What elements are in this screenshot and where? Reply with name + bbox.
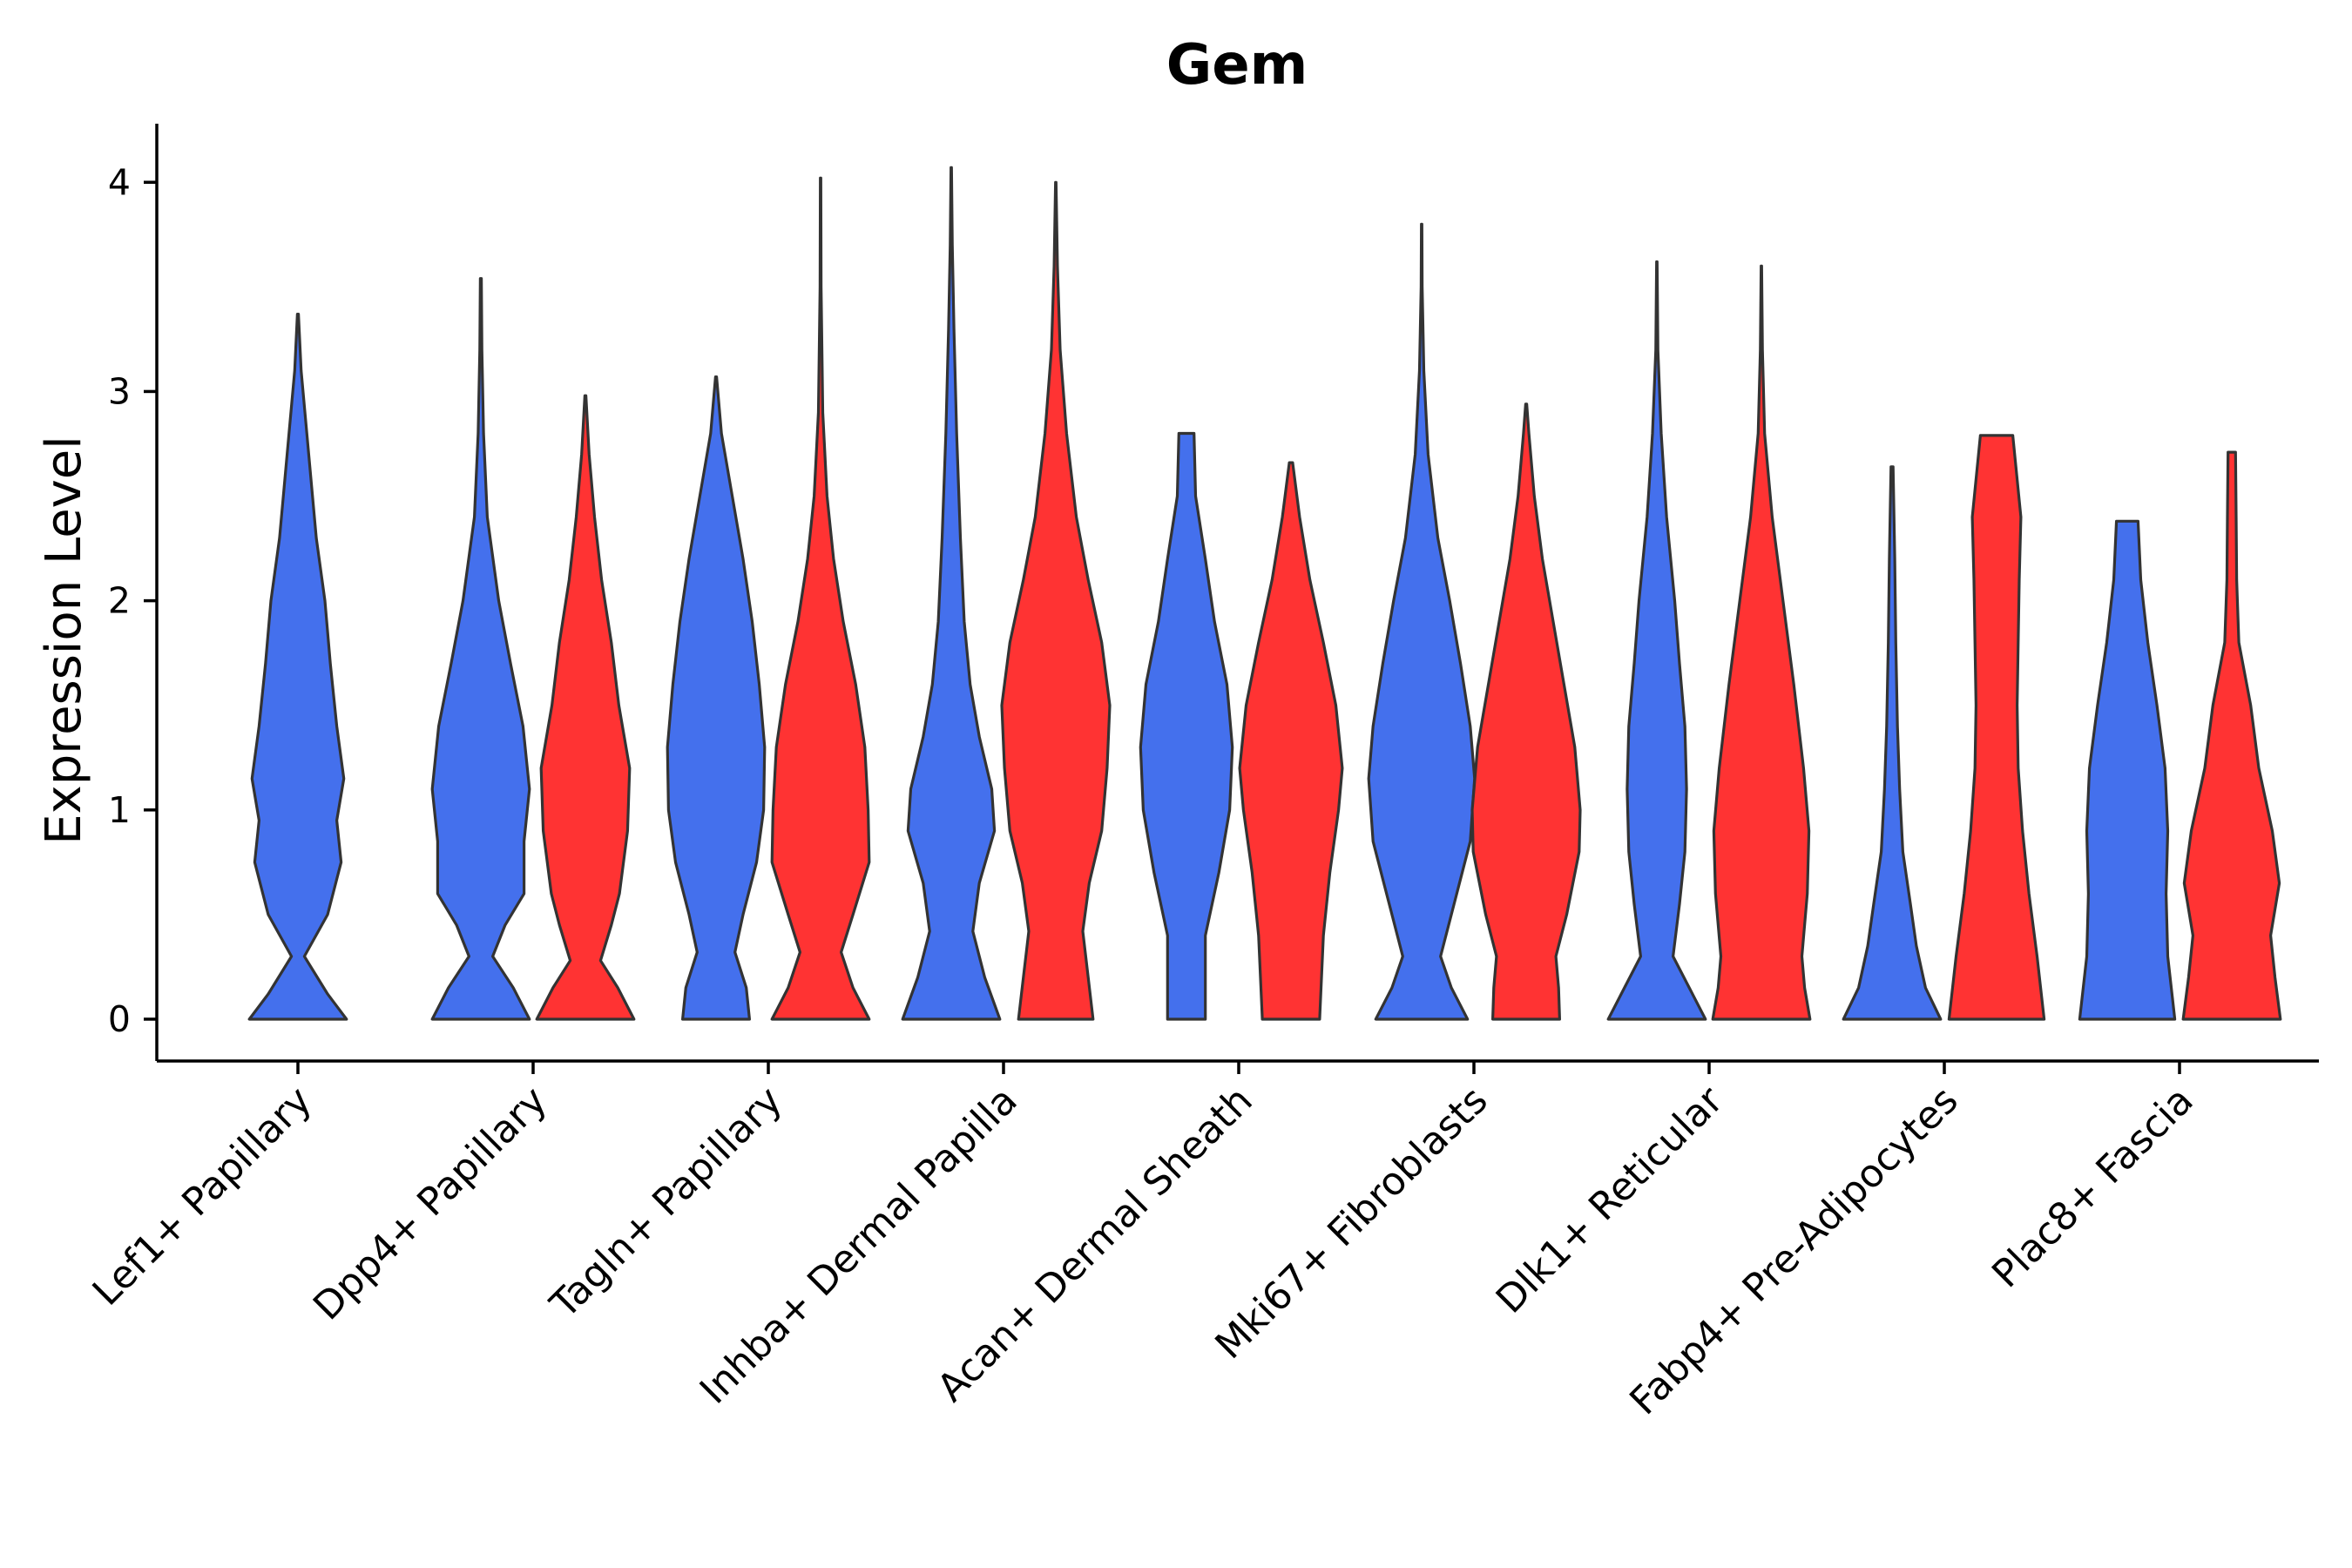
violin-acan-dermal-sheath-blue: [1139, 431, 1234, 1021]
y-tick-label: 4: [108, 161, 131, 203]
violin-dlk1-reticular-red: [1711, 264, 1812, 1021]
x-tick-label-plac8-fascia: Plac8+ Fascia: [1984, 1078, 2202, 1297]
violin-mki67-fibroblasts-red: [1470, 402, 1582, 1021]
violin-fabp4-pre-adipocytes-blue: [1842, 465, 1943, 1021]
x-tick-label-dpp4-papillary: Dpp4+ Papillary: [305, 1078, 556, 1329]
violin-inhba-dermal-papilla-red: [1000, 180, 1112, 1021]
x-tick-label-mki67-fibroblasts: Mki67+ Fibroblasts: [1206, 1078, 1496, 1368]
y-tick-label: 1: [108, 789, 131, 831]
violin-acan-dermal-sheath-red: [1238, 461, 1344, 1021]
x-tick-label-dlk1-reticular: Dlk1+ Reticular: [1488, 1078, 1733, 1322]
y-tick-label: 0: [108, 998, 131, 1040]
violin-dpp4-papillary-red: [535, 394, 636, 1021]
chart-title: Gem: [1166, 33, 1308, 98]
violin-tagln-papillary-blue: [666, 375, 767, 1021]
y-ticks: 0 1 2 3 4: [108, 161, 157, 1040]
violin-lef1-papillary-blue: [247, 313, 348, 1021]
violin-dpp4-papillary-blue: [430, 277, 531, 1021]
violin-fabp4-pre-adipocytes-red: [1947, 434, 2046, 1021]
x-tick-label-lef1-papillary: Lef1+ Papillary: [84, 1078, 321, 1315]
violin-mki67-fibroblasts-blue: [1367, 222, 1477, 1021]
y-tick-label: 3: [108, 370, 131, 412]
violin-dlk1-reticular-blue: [1606, 260, 1707, 1021]
y-axis-label: Expression Level: [36, 436, 92, 845]
y-tick-label: 2: [108, 580, 131, 622]
violin-layer: [247, 166, 2282, 1021]
x-tick-label-tagln-papillary: Tagln+ Papillary: [542, 1078, 791, 1328]
violin-tagln-papillary-red: [770, 176, 871, 1021]
violin-plac8-fascia-blue: [2078, 519, 2177, 1021]
violin-inhba-dermal-papilla-blue: [901, 166, 1002, 1021]
violin-plac8-fascia-red: [2181, 450, 2282, 1021]
